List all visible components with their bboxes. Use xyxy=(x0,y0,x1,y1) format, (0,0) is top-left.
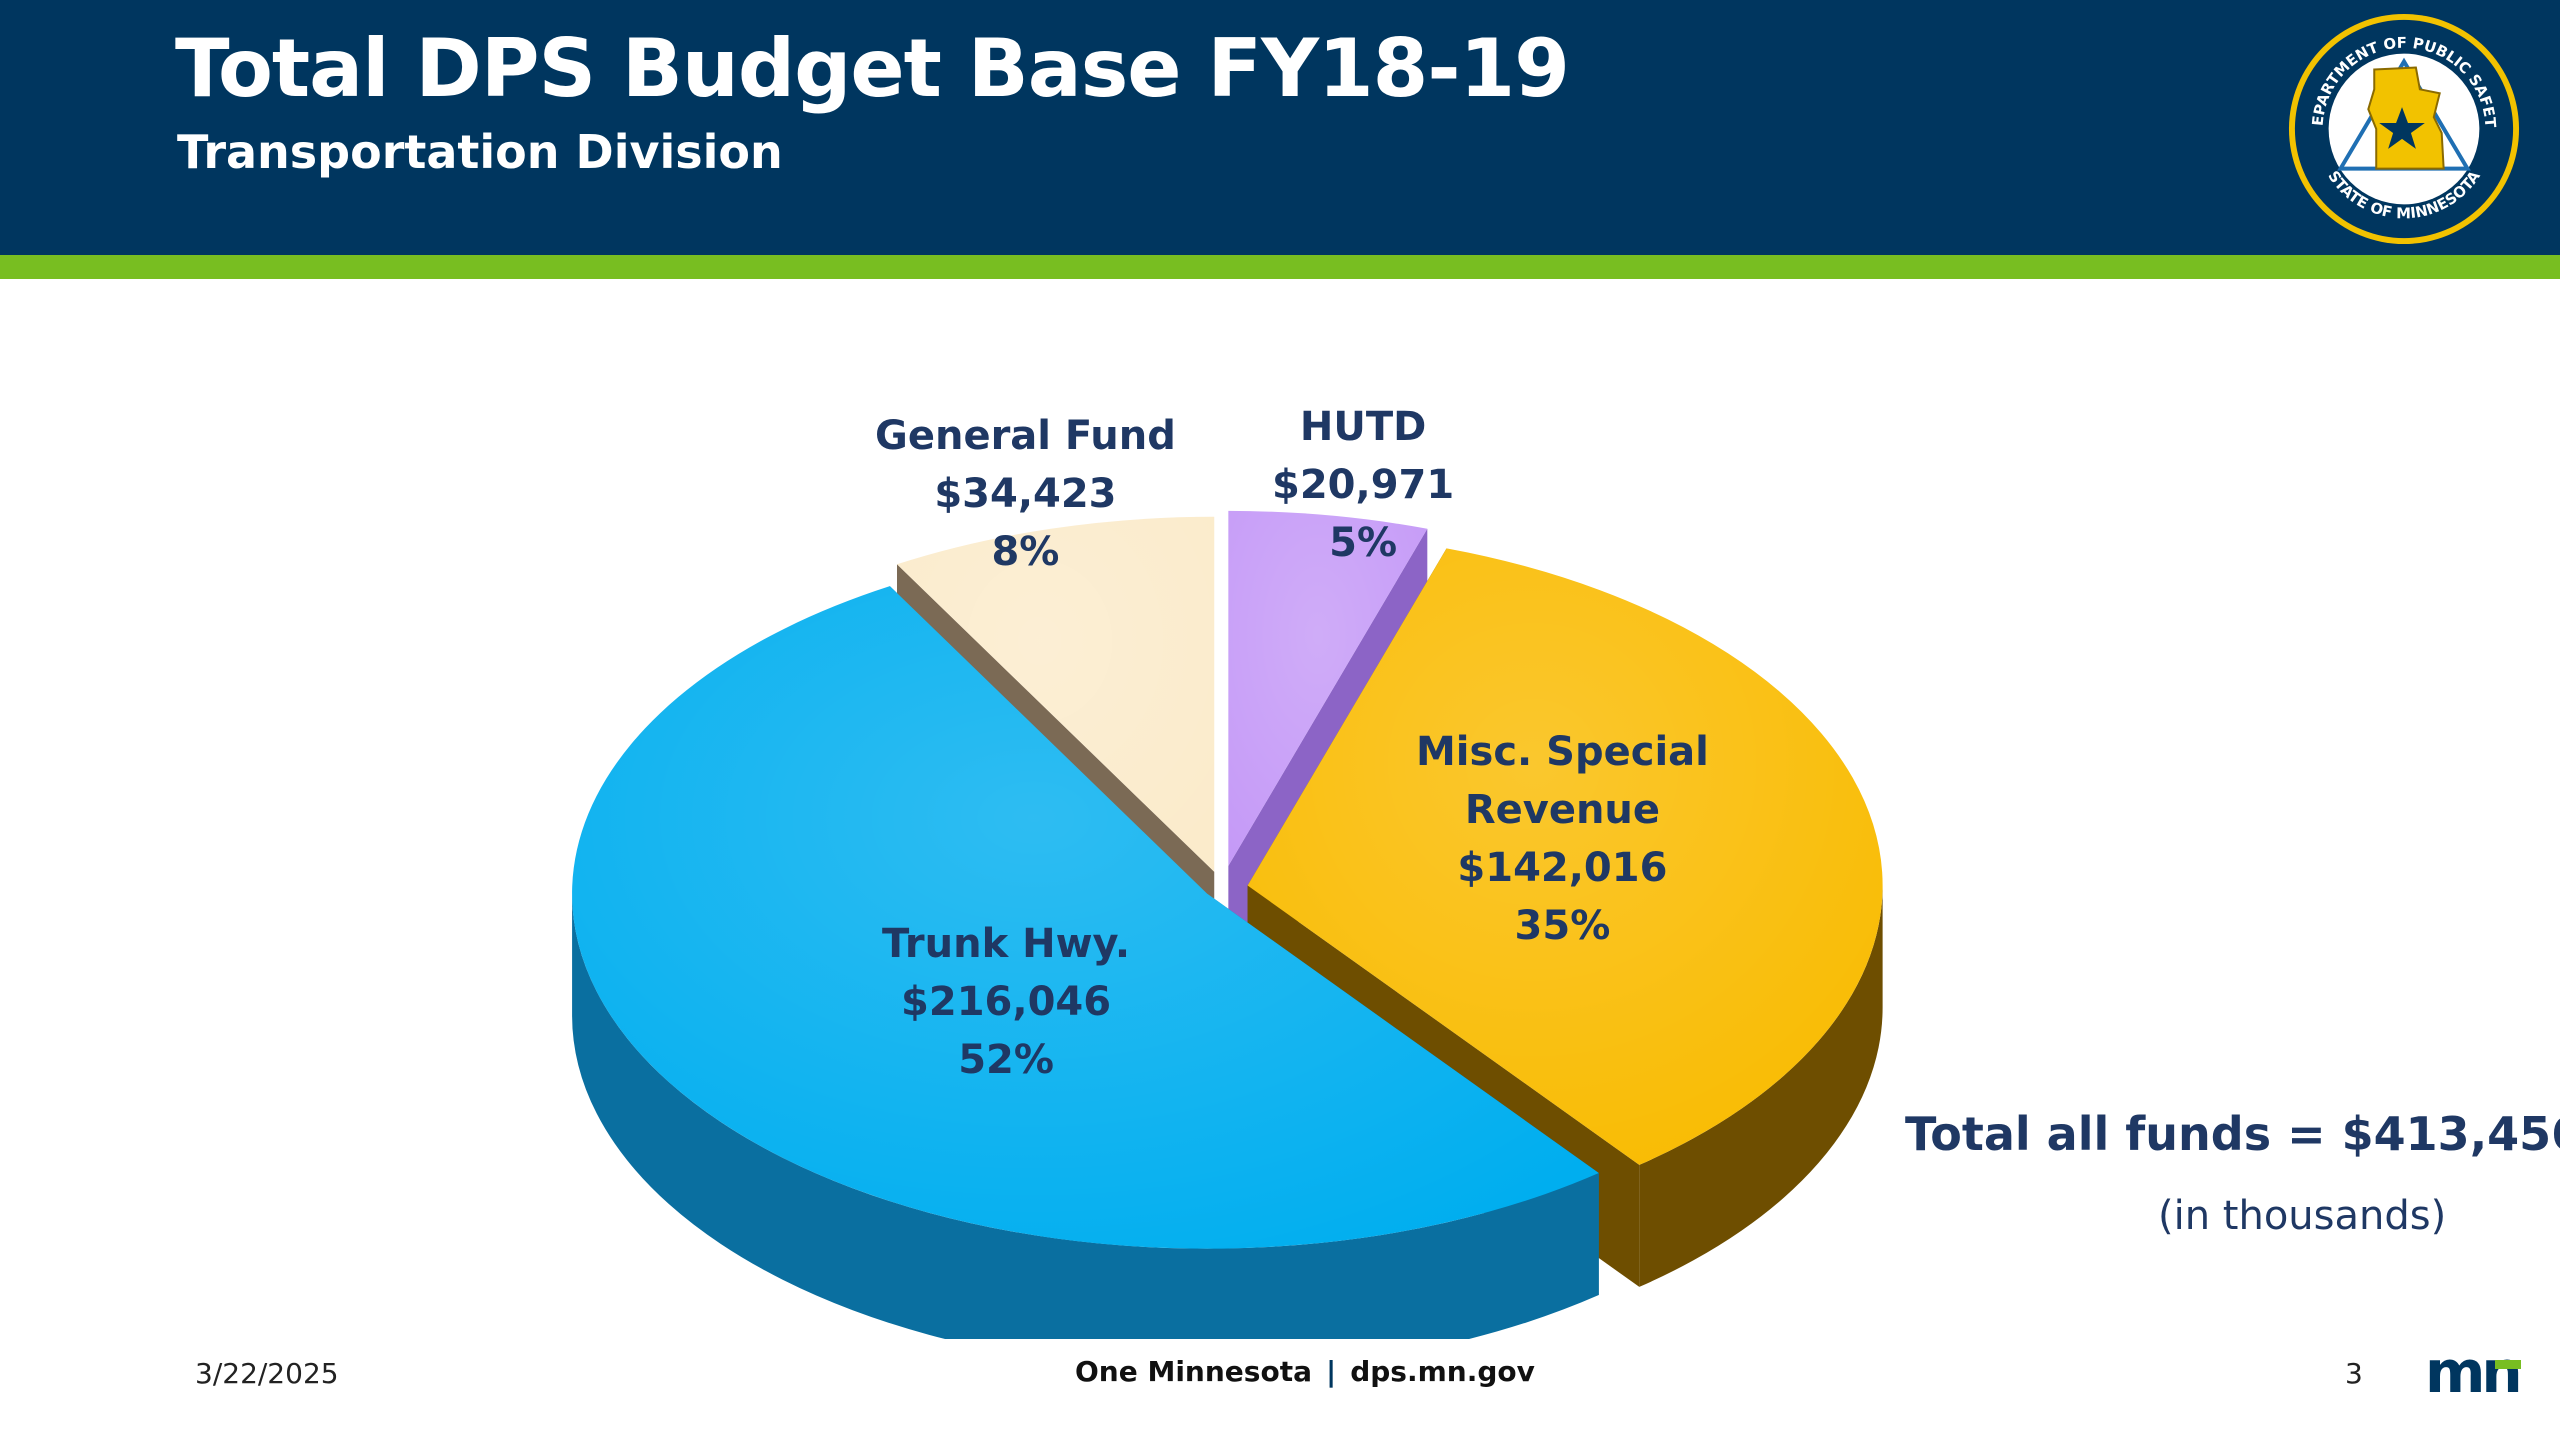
slice-side-trunk-hwy xyxy=(572,893,1599,1339)
slice-name: Trunk Hwy. xyxy=(882,921,1131,967)
slice-label-trunk-hwy: Trunk Hwy. $216,046 52% xyxy=(882,915,1130,1089)
units-note: (in thousands) xyxy=(2158,1193,2447,1239)
slice-label-misc-special-revenue: Misc. Special Revenue $142,016 35% xyxy=(1416,723,1709,955)
slice-name: HUTD xyxy=(1299,404,1427,450)
slice-percent: 5% xyxy=(1329,520,1398,566)
pie-slice-shine-misc-special-revenue xyxy=(1247,548,1883,1165)
slice-side-misc-special-revenue xyxy=(1639,885,1883,1287)
slice-name: General Fund xyxy=(875,413,1176,459)
mn-logo: mn xyxy=(2425,1348,2523,1398)
footer-date: 3/22/2025 xyxy=(195,1357,339,1390)
dps-seal-logo: DEPARTMENT OF PUBLIC SAFETY STATE OF MIN… xyxy=(2285,10,2520,245)
slice-name-line-2: Revenue xyxy=(1464,787,1661,833)
slide-subtitle: Transportation Division xyxy=(177,125,783,179)
mn-logo-text: mn xyxy=(2425,1348,2519,1398)
slide-title: Total DPS Budget Base FY18-19 xyxy=(175,22,1570,115)
slice-name-line-1: Misc. Special xyxy=(1416,729,1709,775)
footer-org: One Minnesota xyxy=(1075,1355,1312,1388)
footer-separator: | xyxy=(1325,1355,1337,1388)
total-all-funds: Total all funds = $413,456 xyxy=(1905,1107,2560,1161)
pie-slice-shine-trunk-hwy xyxy=(572,586,1599,1249)
slice-label-hutd: HUTD $20,971 5% xyxy=(1272,398,1454,572)
page-number: 3 xyxy=(2345,1357,2363,1390)
slice-value: $34,423 xyxy=(934,471,1117,517)
footer-site-link[interactable]: dps.mn.gov xyxy=(1350,1355,1535,1388)
slice-label-general-fund: General Fund $34,423 8% xyxy=(875,407,1176,581)
slice-value: $142,016 xyxy=(1457,845,1668,891)
slice-value: $20,971 xyxy=(1272,462,1455,508)
accent-bar xyxy=(0,255,2560,279)
header-banner xyxy=(0,0,2560,255)
budget-pie-chart xyxy=(572,510,1883,1339)
pie-group xyxy=(572,510,1883,1339)
slice-value: $216,046 xyxy=(901,979,1112,1025)
pie-slice-shine-general-fund xyxy=(897,516,1215,872)
pie-slice-shine-hutd xyxy=(1228,510,1428,866)
slice-percent: 52% xyxy=(958,1037,1054,1083)
mn-logo-accent xyxy=(2495,1360,2521,1369)
slice-percent: 8% xyxy=(991,529,1060,575)
slice-percent: 35% xyxy=(1514,903,1611,949)
footer-center: One Minnesota | dps.mn.gov xyxy=(1075,1355,1535,1388)
